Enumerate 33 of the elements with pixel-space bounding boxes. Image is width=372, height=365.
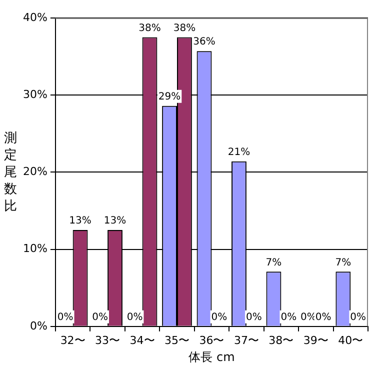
y-tick-label: 40% (22, 10, 48, 24)
x-axis-title: 体長 cm (188, 350, 235, 364)
x-tick-label: 38〜 (268, 334, 294, 347)
data-label: 13% (104, 216, 126, 227)
x-tick-label: 32〜 (60, 334, 86, 347)
data-label: 36% (193, 36, 216, 48)
data-label: 0% (57, 312, 74, 323)
y-tick-label: 0% (30, 319, 48, 332)
y-tick-label: 30% (22, 88, 48, 101)
data-label: 0% (350, 312, 366, 323)
y-axis-title: 測定尾数比 (4, 130, 18, 215)
data-label: 29% (158, 91, 181, 102)
data-label: 0% (126, 312, 143, 323)
y-tick-label: 20% (22, 165, 48, 178)
y-tick-label: 10% (22, 242, 48, 256)
data-label: 7% (335, 257, 352, 268)
data-label: 0% (246, 312, 262, 323)
data-label: 0% (315, 312, 332, 323)
x-tick-label: 33〜 (95, 334, 120, 347)
x-tick-label: 37〜 (234, 334, 259, 347)
data-label: 7% (266, 257, 282, 268)
x-tick-label: 35〜 (164, 334, 190, 347)
x-tick-label: 34〜 (130, 334, 155, 347)
x-tick-label: 36〜 (199, 334, 224, 347)
data-label: 13% (69, 216, 92, 227)
x-tick-label: 40〜 (338, 334, 364, 347)
data-label: 0% (280, 312, 297, 323)
data-label: 38% (173, 22, 196, 34)
data-label: 38% (138, 22, 161, 34)
x-tick-label: 39〜 (303, 334, 328, 347)
data-label: 0% (211, 312, 228, 323)
data-label: 21% (228, 147, 250, 158)
data-label: 0% (92, 312, 108, 323)
